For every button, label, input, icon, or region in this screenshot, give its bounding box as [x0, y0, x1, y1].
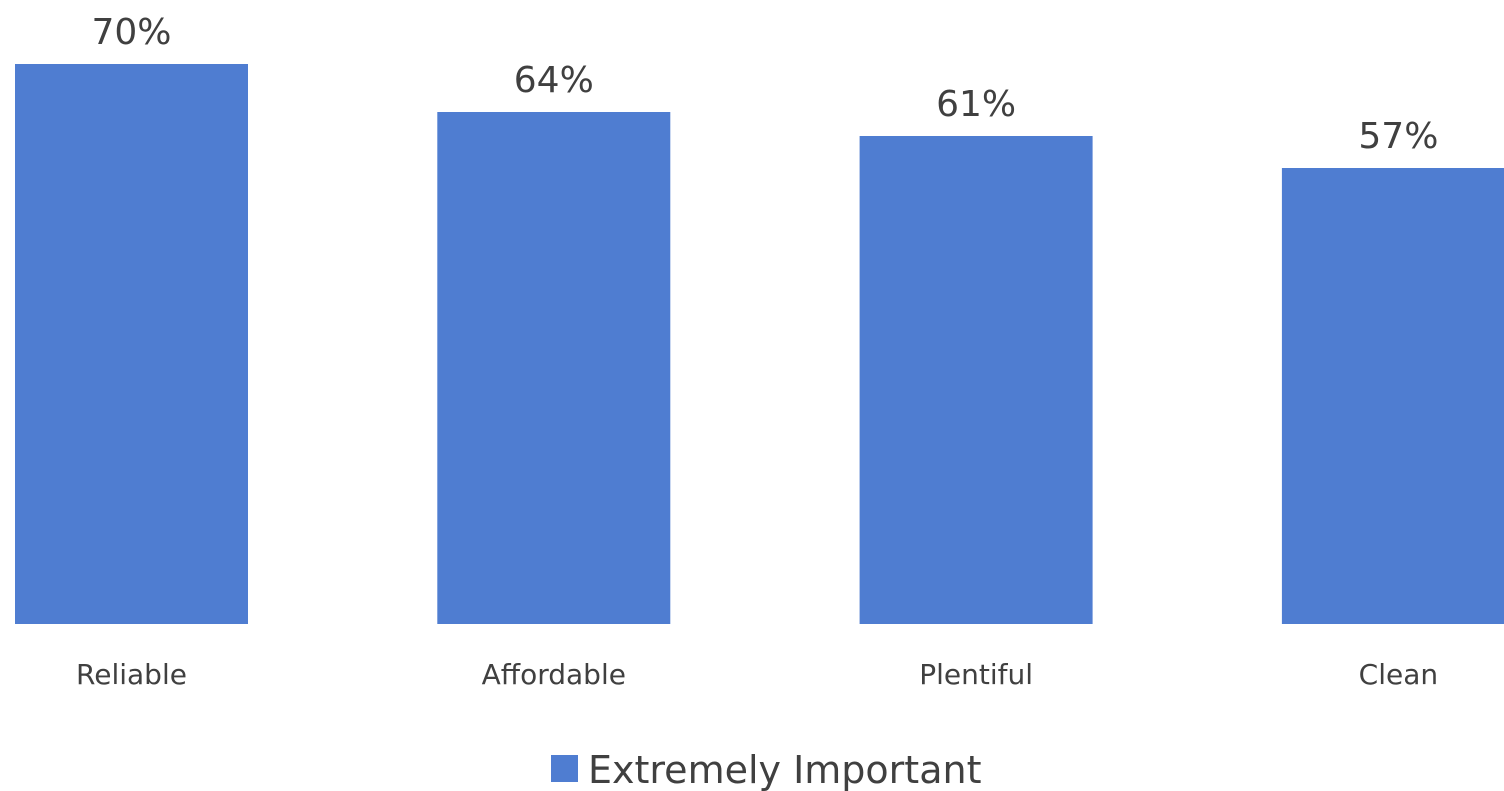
- data-labels-group: 70% 64% 61% 57%: [91, 12, 1438, 157]
- category-labels-group: Reliable Affordable Plentiful Clean: [76, 658, 1438, 691]
- data-label-clean: 57%: [1358, 116, 1438, 157]
- bar-clean: [1281, 168, 1504, 624]
- legend-swatch: [551, 755, 578, 782]
- category-label-affordable: Affordable: [482, 658, 626, 691]
- bar-affordable: [437, 112, 671, 624]
- category-label-reliable: Reliable: [76, 658, 187, 691]
- bar-plentiful: [859, 136, 1093, 624]
- category-label-plentiful: Plentiful: [919, 658, 1033, 691]
- bars-group: [15, 64, 1504, 624]
- legend: Extremely Important: [551, 748, 981, 791]
- legend-label: Extremely Important: [588, 748, 981, 791]
- data-label-affordable: 64%: [514, 60, 594, 101]
- data-label-reliable: 70%: [91, 12, 171, 53]
- data-label-plentiful: 61%: [936, 84, 1016, 125]
- bar-reliable: [15, 64, 248, 624]
- category-label-clean: Clean: [1359, 658, 1438, 691]
